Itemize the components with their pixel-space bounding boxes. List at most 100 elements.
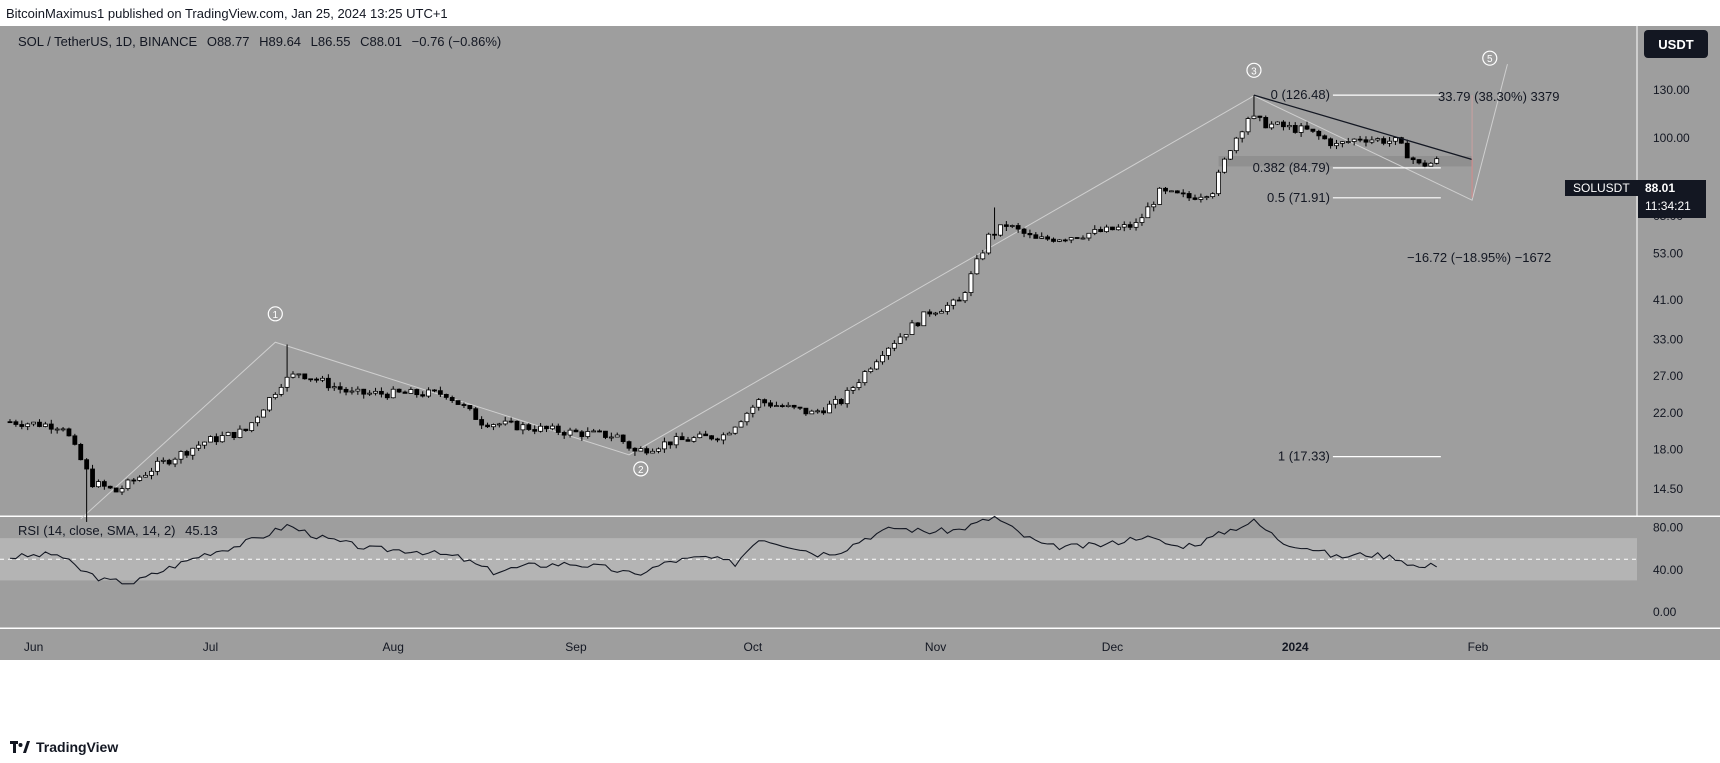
candle bbox=[579, 430, 585, 441]
candle bbox=[650, 448, 656, 454]
candle bbox=[1257, 115, 1263, 122]
chart-area[interactable]: 1 2 3 5 0 (126.48) 0.382 (84.79) 0.5 (71.91) 1 … bbox=[0, 26, 1720, 726]
main-pane-background[interactable] bbox=[0, 26, 1637, 516]
candle bbox=[225, 431, 231, 436]
wave-label-5: 5 bbox=[1482, 50, 1498, 66]
candle bbox=[774, 401, 779, 407]
currency-button-label[interactable]: USDT bbox=[1658, 37, 1693, 52]
time-axis-background[interactable] bbox=[0, 629, 1637, 660]
candle bbox=[868, 366, 874, 374]
candle bbox=[1133, 218, 1139, 231]
candle bbox=[797, 406, 803, 411]
time-tick-label: Jul bbox=[203, 640, 218, 654]
rsi-axis-background[interactable] bbox=[1637, 517, 1720, 628]
price-axis-background[interactable] bbox=[1637, 26, 1720, 516]
candle bbox=[1227, 150, 1233, 160]
candle bbox=[1204, 195, 1210, 201]
candle bbox=[1334, 139, 1339, 150]
price-tick-label: 14.50 bbox=[1653, 482, 1683, 496]
candle bbox=[37, 419, 42, 428]
candle bbox=[679, 432, 685, 441]
candle bbox=[626, 440, 632, 451]
candle bbox=[1298, 123, 1304, 137]
support-zone bbox=[1218, 156, 1473, 167]
candle bbox=[1039, 232, 1045, 239]
candle bbox=[903, 334, 909, 341]
candle bbox=[1393, 137, 1398, 146]
candle bbox=[160, 457, 166, 464]
wave-label-2: 2 bbox=[633, 461, 649, 477]
candle bbox=[1062, 238, 1068, 243]
candle bbox=[166, 458, 172, 466]
candle bbox=[1404, 139, 1410, 159]
footer: TradingView bbox=[10, 736, 118, 758]
rsi-tick-label: 80.00 bbox=[1653, 521, 1683, 535]
candle bbox=[933, 311, 938, 317]
candle bbox=[1357, 135, 1363, 143]
candle bbox=[479, 416, 485, 429]
candle bbox=[1074, 237, 1080, 239]
candle bbox=[1009, 224, 1015, 229]
candle bbox=[768, 400, 773, 409]
rsi-line bbox=[9, 515, 1438, 585]
price-chart[interactable]: 1 2 3 5 0 (126.48) 0.382 (84.79) 0.5 (71.91) 1 … bbox=[0, 26, 1720, 726]
candle bbox=[1316, 129, 1322, 140]
candle bbox=[744, 411, 750, 426]
candle bbox=[832, 395, 838, 409]
candle bbox=[1080, 235, 1086, 240]
candle bbox=[1251, 95, 1257, 120]
candle bbox=[184, 449, 190, 458]
candle bbox=[379, 387, 384, 398]
candle bbox=[844, 387, 850, 408]
candle bbox=[520, 422, 526, 435]
candle bbox=[544, 425, 549, 433]
candle bbox=[638, 446, 644, 452]
candle bbox=[1174, 190, 1180, 194]
candle bbox=[1098, 226, 1104, 233]
candle bbox=[178, 450, 184, 464]
symbol-name: SOL / TetherUS, 1D, BINANCE bbox=[18, 34, 198, 49]
candle bbox=[390, 386, 396, 399]
time-tick-label: 2024 bbox=[1282, 640, 1309, 654]
candle bbox=[219, 431, 225, 443]
candle bbox=[1110, 226, 1115, 231]
candle bbox=[131, 478, 137, 485]
candle bbox=[998, 224, 1003, 237]
candle bbox=[567, 427, 573, 438]
candle bbox=[1027, 229, 1033, 239]
candle bbox=[514, 420, 520, 431]
candle bbox=[555, 423, 561, 436]
candle bbox=[267, 397, 272, 412]
measure-down-label: −16.72 (−18.95%) −1672 bbox=[1407, 250, 1551, 265]
candle bbox=[1387, 136, 1392, 147]
candle bbox=[526, 423, 532, 431]
measure-up-label: 33.79 (38.30%) 3379 bbox=[1438, 89, 1559, 104]
candle bbox=[762, 398, 768, 407]
candle bbox=[791, 404, 797, 410]
descending-trendline bbox=[1253, 94, 1473, 161]
candle bbox=[149, 467, 154, 480]
price-tick-label: 100.00 bbox=[1653, 131, 1690, 145]
price-tick-label: 33.00 bbox=[1653, 332, 1683, 346]
currency-button[interactable]: USDT bbox=[1644, 30, 1708, 58]
candle bbox=[915, 322, 921, 328]
candle bbox=[272, 392, 278, 400]
candle bbox=[1051, 237, 1056, 243]
candle bbox=[1239, 130, 1245, 143]
candle bbox=[137, 475, 143, 482]
candle bbox=[1381, 136, 1387, 146]
candle bbox=[921, 311, 927, 327]
candle bbox=[373, 387, 378, 396]
candle bbox=[1281, 120, 1286, 131]
candle bbox=[673, 432, 679, 449]
candle bbox=[143, 472, 148, 478]
time-tick-label: Oct bbox=[743, 640, 762, 654]
wave-label-1: 1 bbox=[267, 306, 283, 322]
candle bbox=[90, 464, 95, 488]
candle bbox=[538, 423, 543, 433]
candle bbox=[437, 386, 443, 397]
candle bbox=[1363, 136, 1369, 147]
candle bbox=[1286, 121, 1292, 130]
candle bbox=[302, 373, 308, 380]
candle bbox=[249, 422, 255, 433]
